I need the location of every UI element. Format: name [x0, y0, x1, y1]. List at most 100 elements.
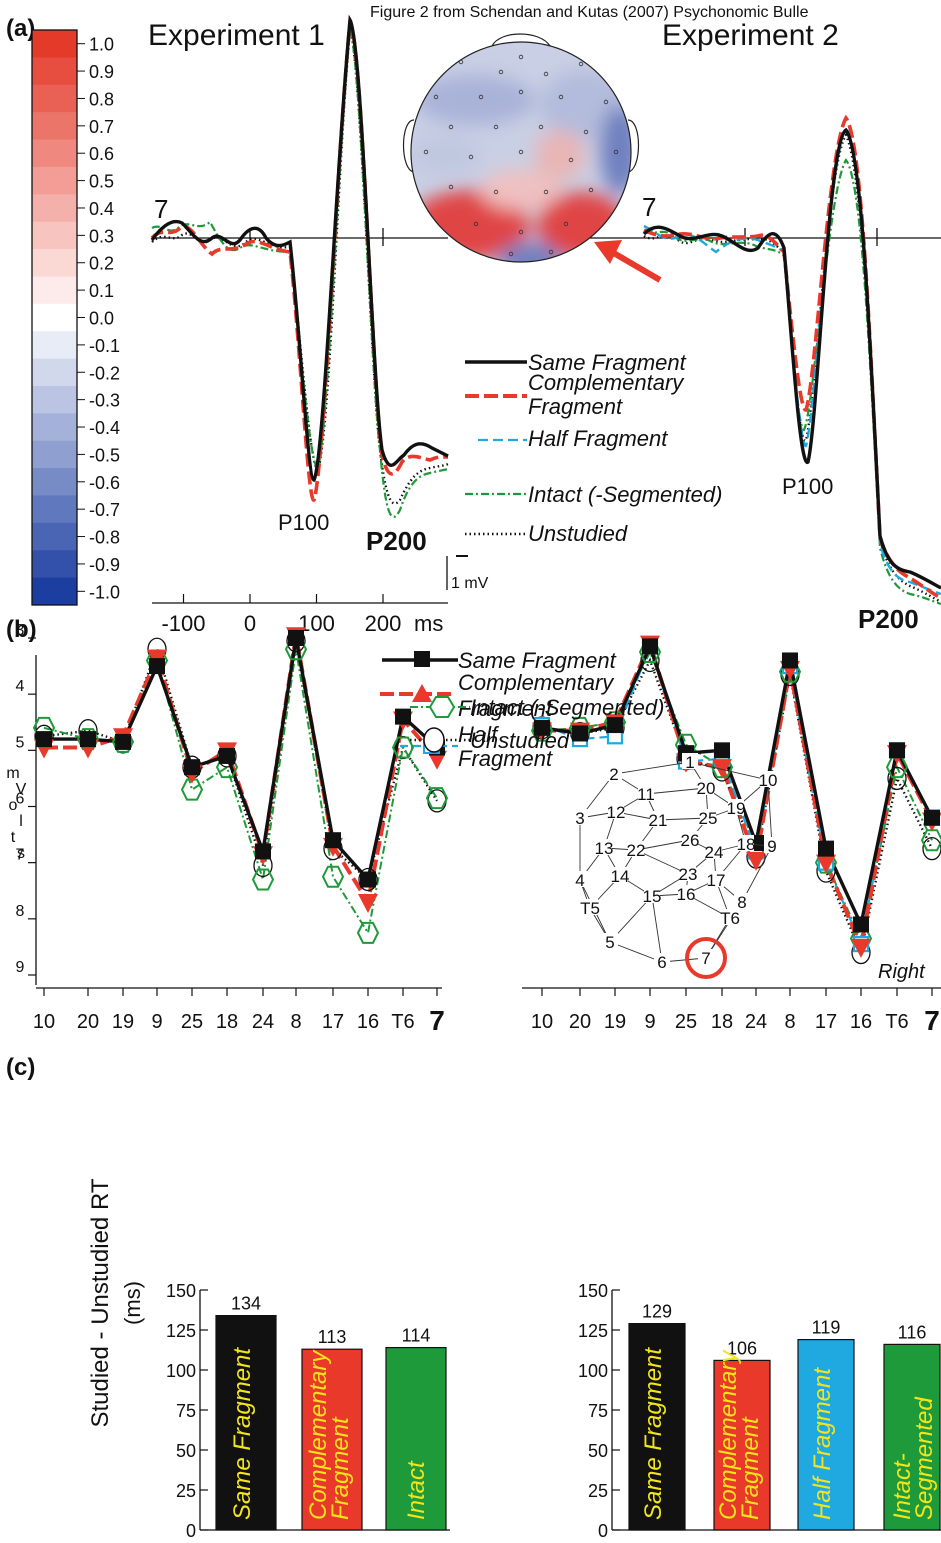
bar-category-label: ComplementaryFragment — [305, 1349, 354, 1520]
scalp-electrode-dot — [508, 251, 514, 257]
erp-exp1-intact — [151, 26, 449, 518]
panel-b-x-tick-label: 18 — [711, 1011, 733, 1033]
head-nose — [491, 33, 551, 47]
legend-b-same-label: Same Fragment — [458, 648, 617, 673]
colorbar-swatch — [32, 249, 77, 277]
colorbar-tick-label: 0.4 — [89, 199, 114, 219]
series-line-unstudied — [43, 640, 439, 882]
scale-bar: 1 mV — [446, 555, 489, 592]
marker-complementary — [816, 854, 836, 874]
colorbar-tick-label: -0.8 — [89, 528, 120, 548]
marker-complementary — [746, 851, 766, 871]
montage-electrode-label: T5 — [580, 899, 600, 918]
montage-edge — [635, 849, 689, 875]
panel-b-x-tick-label: 16 — [850, 1011, 872, 1033]
montage-electrode-label: 5 — [605, 933, 614, 952]
scalp-electrode-dot — [518, 229, 524, 235]
time-axis-tick-label: 200 — [365, 611, 402, 636]
marker-same — [149, 658, 165, 675]
red-arrow-icon — [594, 240, 662, 283]
panel-b-x-tick-label: 10 — [531, 1011, 553, 1033]
montage-electrode-label: 12 — [607, 803, 626, 822]
montage-electrode-label: T6 — [720, 909, 740, 928]
erp-exp1-same — [150, 14, 449, 482]
scalp-electrode-dot — [518, 54, 524, 60]
montage-edge — [741, 845, 773, 903]
colorbar-ticks: 1.0 0.9 0.8 0.7 0.6 0.5 0.4 0.3 0.2 0.1 0.0 -0.1 -0.… — [77, 35, 120, 602]
panel-b-y-label-char: l — [19, 813, 23, 830]
montage-electrode-label: 25 — [699, 809, 718, 828]
panel-c-y-tick-label: 150 — [578, 1281, 608, 1301]
panel-b-x-tick-label: 16 — [357, 1011, 379, 1033]
panel-b-y-label-char: m — [6, 765, 19, 782]
panel-b-x-tick-label: 9 — [644, 1011, 655, 1033]
marker-intact — [251, 868, 275, 891]
scalp-electrode-dot — [543, 189, 549, 195]
highlight-circle-icon — [685, 937, 727, 979]
panel-c-label: (c) — [6, 1054, 35, 1081]
p100-label-exp1: P100 — [278, 510, 329, 535]
panel-b-x-tick-label: T6 — [391, 1011, 414, 1033]
panel-c-y-label: Studied - Unstudied RT — [87, 1178, 114, 1427]
montage-edge — [635, 839, 691, 851]
legend-a-half-label: Half Fragment — [528, 426, 668, 451]
panel-c-y-tick-label: 75 — [588, 1401, 608, 1421]
bar-value-label: 119 — [812, 1318, 841, 1338]
scalp-electrode-dot — [603, 99, 609, 105]
marker-intact — [76, 728, 100, 751]
montage-electrode-label: 7 — [701, 949, 710, 968]
montage-electrode-label: 14 — [611, 867, 630, 886]
panel-b-x-axis-exp2: 10 20 19 9 25 18 24 8 17 16 T6 7 — [522, 987, 941, 1036]
montage-electrode-label: 10 — [759, 771, 778, 790]
panel-b-y-label-char: t — [11, 829, 16, 846]
scalp-electrode-dot — [448, 184, 454, 190]
colorbar-swatch — [32, 112, 77, 141]
bar-category-label: Same Fragment — [640, 1347, 667, 1520]
scalp-electrode-dot — [493, 189, 499, 195]
colorbar-tick-label: 0.0 — [89, 309, 114, 329]
bar-chart-exp1: 0 25 50 75 100 125 150 134 Same Fragment 113Compl… — [166, 1281, 450, 1541]
panel-b-y-tick-label: 7 — [16, 847, 25, 864]
montage-edge — [613, 761, 691, 775]
marker-same — [80, 731, 96, 748]
marker-same — [36, 731, 52, 748]
legend-a-unstudied-label: Unstudied — [528, 521, 628, 546]
colorbar-tick-label: -0.7 — [89, 500, 120, 520]
montage-electrode-label: 24 — [705, 843, 724, 862]
colorbar-swatch — [32, 358, 77, 387]
bar-chart-exp2: 0 25 50 75 100 125 150 129 Same Fragment 106Compl… — [578, 1281, 941, 1541]
bar-value-label: 134 — [231, 1294, 261, 1314]
panel-b-x-tick-label: 7 — [429, 1005, 445, 1036]
panel-c-y-tick-label: 150 — [166, 1281, 196, 1301]
scalp-electrode-dot — [543, 71, 549, 77]
bar-value-label: 114 — [402, 1326, 431, 1346]
scalp-topography-map — [403, 33, 639, 263]
panel-c-y-tick-label: 50 — [176, 1441, 196, 1461]
colorbar-tick-label: 0.8 — [89, 89, 114, 109]
erp-exp2-same — [642, 127, 941, 590]
colorbar-swatch — [32, 495, 77, 524]
scalp-electrode-dot — [473, 221, 479, 227]
bar-complementary — [301, 1348, 363, 1531]
colorbar-swatch — [32, 166, 77, 195]
panel-b-y-tick-label: 4 — [16, 678, 25, 695]
marker-complementary — [712, 759, 732, 779]
panel-b-x-tick-label: 19 — [112, 1011, 134, 1033]
panel-b-x-tick-label: 8 — [784, 1011, 795, 1033]
panel-b-x-tick-label: 7 — [924, 1005, 940, 1036]
p200-label-exp1: P200 — [366, 526, 427, 556]
scalp-electrode-dot — [518, 89, 524, 95]
panel-b-x-tick-label: 19 — [604, 1011, 626, 1033]
montage-electrode-label: 17 — [707, 871, 726, 890]
panel-b-x-tick-label: 8 — [290, 1011, 301, 1033]
right-hemisphere-label: Right — [878, 961, 926, 983]
colorbar-swatch — [32, 57, 77, 86]
colorbar-tick-label: 0.3 — [89, 226, 114, 246]
montage-edge — [651, 895, 663, 963]
panel-b-y-tick-label: 8 — [16, 903, 25, 920]
scalp-electrode-dot — [448, 124, 454, 130]
marker-same — [219, 747, 235, 764]
colorbar-swatch — [32, 194, 77, 223]
montage-edge — [689, 761, 769, 781]
colorbar-swatch — [32, 413, 77, 442]
